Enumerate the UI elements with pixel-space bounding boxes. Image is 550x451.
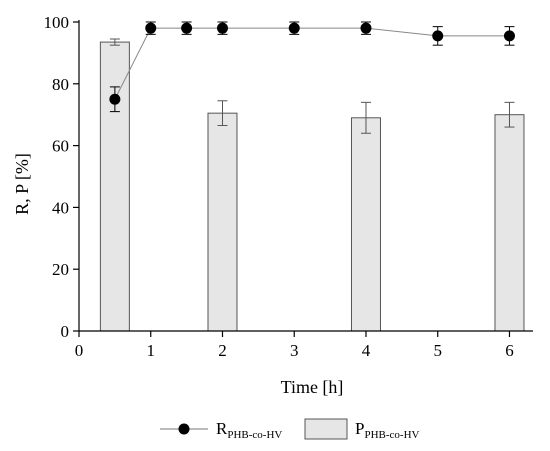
plot-area [99,21,525,332]
legend-bar-sub: PHB-co-HV [364,429,419,441]
y-tick-label: 20 [52,260,69,279]
bar [350,117,381,332]
bar [494,114,525,332]
x-tick-label: 5 [433,341,442,360]
data-point [216,22,228,34]
y-tick-label: 100 [44,13,70,32]
data-point [181,22,193,34]
y-tick-label: 80 [52,75,69,94]
legend-line-label: RPHB-co-HV [216,419,282,441]
legend-bar-main: P [355,419,364,438]
y-tick-label: 40 [52,198,69,217]
legend-bar-label: PPHB-co-HV [355,419,420,441]
bar [99,41,130,332]
x-tick-label: 6 [505,341,514,360]
data-point [503,30,515,42]
x-axis-title: Time [h] [281,377,344,397]
y-axis-title: R, P [%] [12,153,32,215]
data-point [432,30,444,42]
legend-line-main: R [216,419,228,438]
data-point [288,22,300,34]
y-tick-label: 0 [61,322,70,341]
legend-item-line: RPHB-co-HV [160,419,282,441]
x-tick-label: 2 [218,341,227,360]
axes: 0 20 40 60 80 100 0 1 2 3 4 5 6 [44,13,533,360]
x-tick-label: 3 [290,341,299,360]
legend-item-bar: PPHB-co-HV [304,418,420,441]
legend-marker [178,423,190,435]
data-point [109,93,121,105]
x-tick-label: 4 [362,341,371,360]
series-line [114,27,510,100]
data-point [360,22,372,34]
legend-bar-swatch [304,418,348,440]
data-point [145,22,157,34]
legend: RPHB-co-HV PPHB-co-HV [160,418,420,441]
legend-line-sub: PHB-co-HV [227,429,282,441]
x-tick-label: 0 [75,341,84,360]
bar [207,112,238,332]
x-tick-label: 1 [146,341,155,360]
y-tick-label: 60 [52,137,69,156]
